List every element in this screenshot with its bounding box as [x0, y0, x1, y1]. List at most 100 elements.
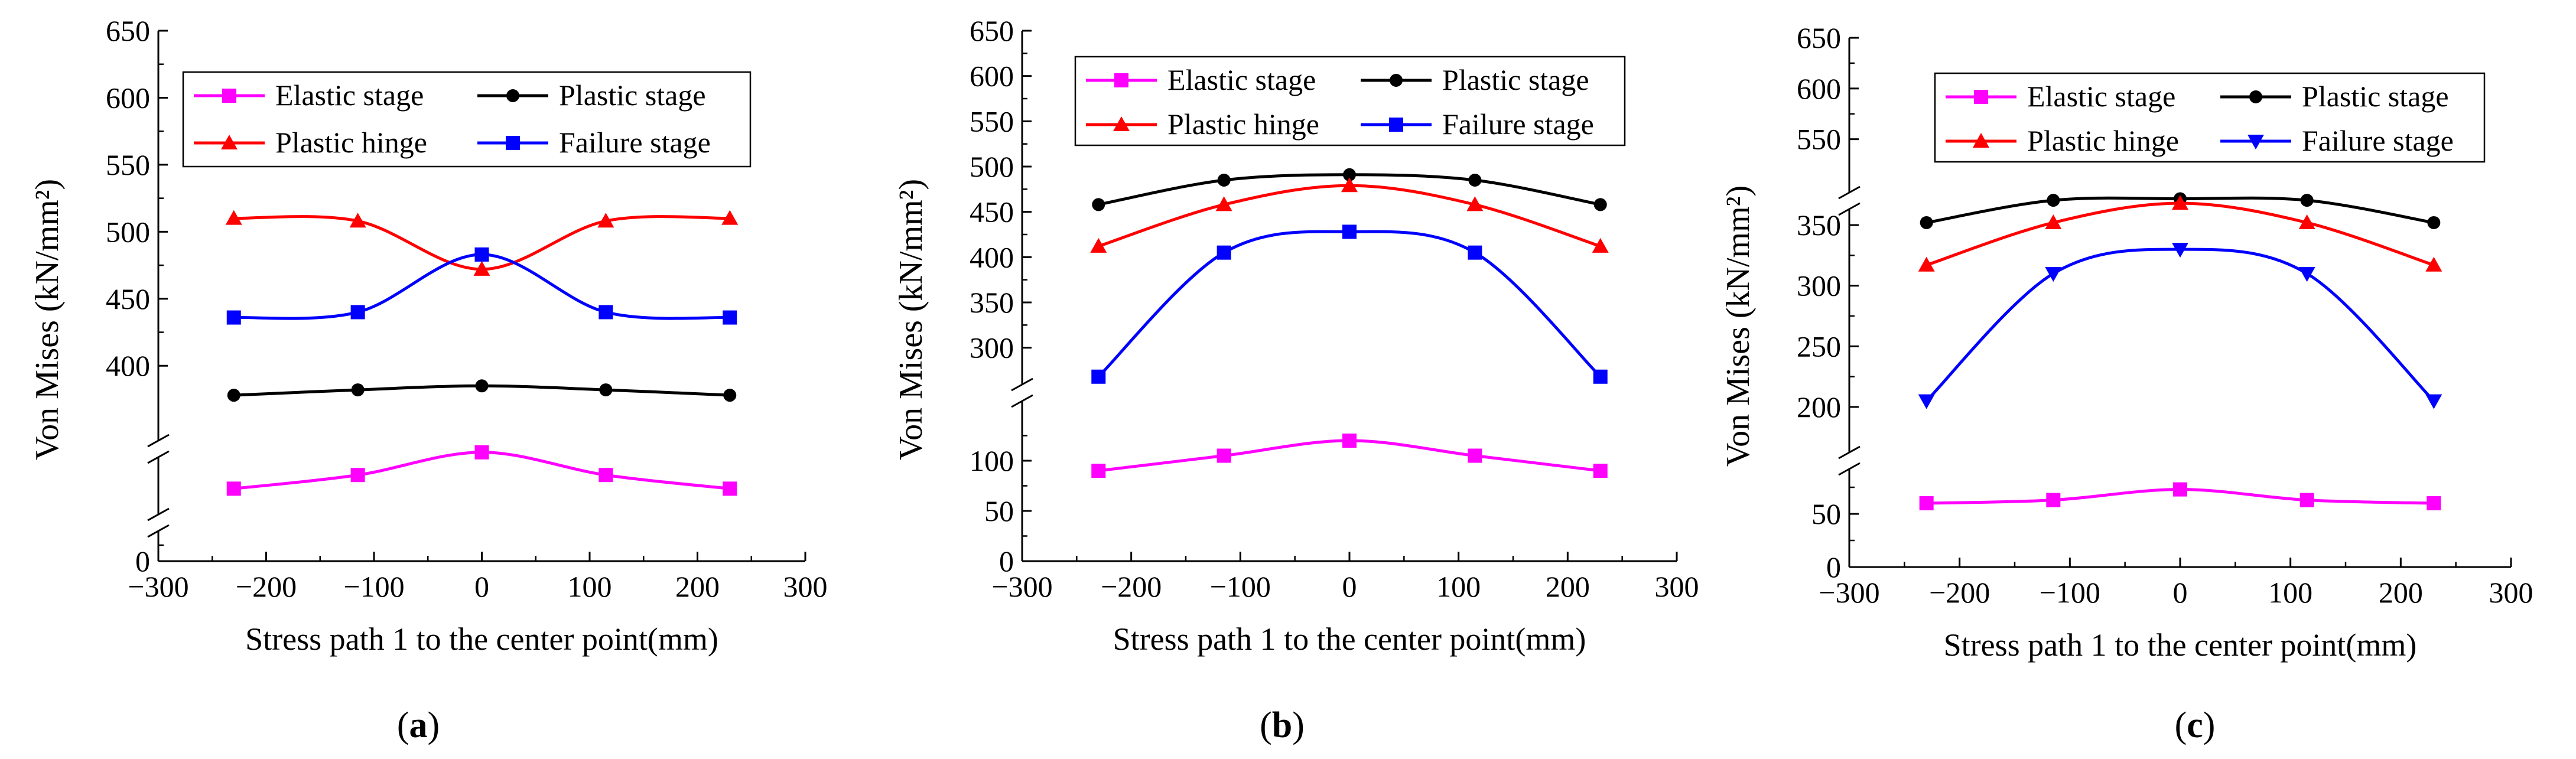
data-point: [1593, 464, 1608, 478]
data-point: [349, 213, 366, 228]
x-tick-label: 100: [2268, 576, 2312, 609]
data-point: [2427, 216, 2441, 229]
x-tick-label: 200: [675, 570, 720, 603]
data-point: [1092, 198, 1105, 211]
x-tick-label: −200: [1929, 576, 1990, 609]
legend-label: Failure stage: [2302, 124, 2454, 157]
data-point: [2047, 194, 2060, 207]
x-axis-label: Stress path 1 to the center point(mm): [245, 621, 718, 657]
y-tick-label: 300: [1797, 269, 1841, 302]
x-tick-label: −300: [991, 570, 1052, 603]
panel-label: (c): [2175, 705, 2216, 745]
data-point: [2425, 394, 2442, 409]
y-tick-label: 450: [106, 282, 150, 315]
y-tick-label: 0: [1826, 550, 1841, 584]
chart-panel-b: −300 −200 −100 0 100 200 300 0 50 100 300 350 400 450…: [893, 14, 1699, 745]
data-point: [723, 389, 737, 402]
legend-label: Failure stage: [1442, 108, 1594, 141]
data-point: [723, 481, 737, 496]
data-point: [597, 213, 614, 228]
y-tick-label: 600: [1797, 72, 1841, 105]
axis-break-mark: [147, 524, 170, 538]
legend-marker: [221, 135, 238, 149]
panel-label: (b): [1260, 705, 1305, 745]
x-tick-label: 0: [1342, 570, 1357, 603]
data-point: [2045, 267, 2062, 282]
legend-label: Failure stage: [559, 126, 711, 159]
legend-marker: [2248, 135, 2264, 149]
data-point: [1217, 174, 1231, 187]
x-tick-label: 300: [2489, 576, 2533, 609]
y-tick-label: 550: [1797, 123, 1841, 156]
x-tick-label: −100: [343, 570, 404, 603]
x-tick-label: 100: [1436, 570, 1481, 603]
legend-label: Elastic stage: [275, 79, 424, 112]
y-tick-label: 500: [970, 150, 1014, 183]
axis-break-mark: [1838, 462, 1861, 476]
y-tick-label: 650: [970, 14, 1014, 47]
y-tick-label: 100: [970, 444, 1014, 477]
x-tick-label: 200: [2379, 576, 2423, 609]
data-point: [1342, 224, 1357, 239]
data-point: [351, 383, 365, 397]
legend-label: Plastic stage: [559, 79, 706, 112]
data-point: [225, 210, 242, 225]
x-tick-label: 0: [474, 570, 489, 603]
data-point: [1091, 369, 1106, 384]
x-tick-label: 300: [1655, 570, 1699, 603]
y-tick-label: 0: [135, 545, 150, 578]
legend-marker: [1114, 73, 1128, 87]
y-tick-label: 200: [1797, 390, 1841, 424]
x-tick-label: −200: [236, 570, 297, 603]
y-tick-label: 400: [106, 349, 150, 382]
legend-marker: [1389, 118, 1403, 132]
data-point: [1468, 245, 1482, 260]
data-point: [1918, 394, 1935, 409]
data-point: [226, 481, 241, 496]
legend-marker: [1974, 90, 1988, 104]
data-point: [2300, 194, 2314, 207]
y-axis-label: Von Mises (kN/mm²): [1720, 185, 1757, 467]
axis-break-mark: [147, 450, 170, 464]
y-tick-label: 600: [106, 81, 150, 114]
axis-break-mark: [1838, 202, 1861, 216]
data-point: [1593, 198, 1607, 211]
data-point: [1466, 196, 1484, 211]
data-point: [2045, 214, 2062, 229]
legend-box: [1934, 72, 2486, 163]
y-tick-label: 50: [984, 494, 1014, 527]
y-tick-label: 350: [970, 286, 1014, 319]
data-point: [599, 468, 613, 483]
data-point: [2173, 482, 2187, 497]
x-axis-label: Stress path 1 to the center point(mm): [1113, 621, 1586, 657]
legend-marker: [1113, 116, 1130, 131]
y-tick-label: 250: [1797, 330, 1841, 363]
y-tick-label: 300: [970, 331, 1014, 364]
data-point: [599, 383, 613, 397]
data-point: [2298, 267, 2315, 282]
y-tick-label: 650: [1797, 21, 1841, 54]
data-point: [2298, 214, 2315, 229]
data-point: [1919, 496, 1934, 510]
y-tick-label: 600: [970, 60, 1014, 93]
x-tick-label: 100: [568, 570, 612, 603]
y-tick-label: 650: [106, 14, 150, 47]
x-tick-label: 300: [783, 570, 828, 603]
legend-label: Plastic stage: [1442, 63, 1589, 96]
y-axis-label: Von Mises (kN/mm²): [29, 179, 66, 460]
data-point: [474, 445, 489, 460]
x-axis-label: Stress path 1 to the center point(mm): [1944, 627, 2417, 663]
data-point: [227, 389, 240, 402]
legend-label: Plastic hinge: [2027, 124, 2179, 157]
y-tick-label: 550: [970, 105, 1014, 138]
chart-panel-a: −300 −200 −100 0 100 200 300 0 400 450 500 550 600 65…: [29, 14, 828, 745]
legend-marker: [222, 89, 236, 103]
legend-label: Elastic stage: [1167, 63, 1316, 96]
y-tick-label: 50: [1811, 497, 1841, 530]
y-tick-label: 0: [999, 545, 1014, 578]
data-point: [1090, 237, 1107, 253]
legend-box: [182, 71, 752, 168]
legend-marker: [506, 136, 520, 150]
data-point: [1217, 245, 1231, 260]
